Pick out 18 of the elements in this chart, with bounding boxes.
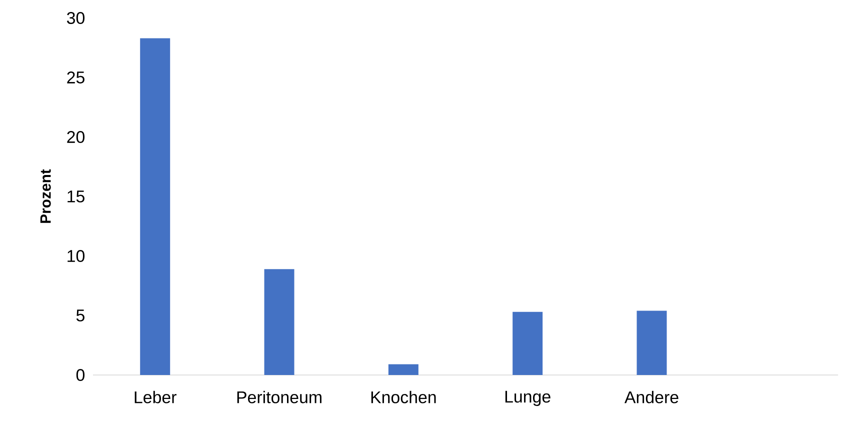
x-tick-label: Leber xyxy=(134,390,176,404)
y-tick-label: 10 xyxy=(68,250,85,262)
bar xyxy=(636,310,667,375)
y-tick-label: 20 xyxy=(67,131,85,143)
y-tick-label: 5 xyxy=(76,310,84,322)
x-tick-label: Knochen xyxy=(371,390,436,404)
x-tick-label: Peritoneum xyxy=(237,390,322,404)
y-tick-label: 0 xyxy=(76,369,85,381)
y-tick-label: 15 xyxy=(68,190,84,202)
y-tick-label: 30 xyxy=(66,12,85,24)
y-tick-label: 25 xyxy=(67,72,84,84)
bar xyxy=(512,312,543,375)
y-axis-title: Prozent xyxy=(40,169,51,223)
x-tick-label: Andere xyxy=(624,390,678,404)
x-tick-label: Lunge xyxy=(505,390,550,406)
bar xyxy=(388,364,418,375)
bar xyxy=(264,269,294,375)
bar xyxy=(140,38,170,375)
